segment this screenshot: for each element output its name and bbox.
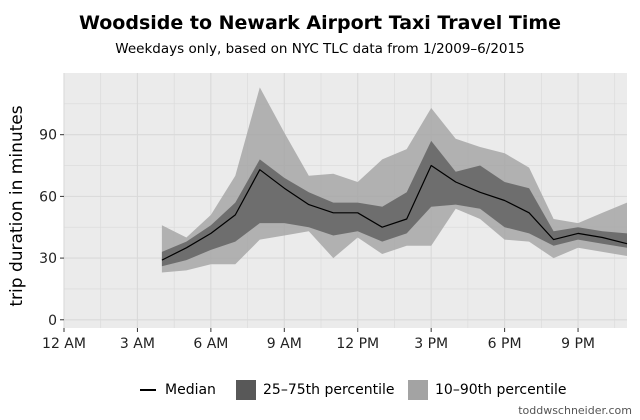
- x-tick-label: 3 PM: [414, 336, 448, 352]
- legend-item-p1090: 10–90th percentile: [408, 380, 566, 400]
- legend-key-iqr: [236, 380, 256, 400]
- chart-subtitle: Weekdays only, based on NYC TLC data fro…: [115, 41, 525, 57]
- legend-key-p1090: [408, 380, 428, 400]
- credit-text: toddwschneider.com: [518, 404, 632, 417]
- x-tick-label: 3 AM: [120, 336, 155, 352]
- legend-item-iqr: 25–75th percentile: [236, 380, 394, 400]
- y-tick-label: 90: [39, 128, 57, 144]
- legend-key-median: [138, 380, 158, 400]
- x-tick-label: 12 AM: [42, 336, 86, 352]
- chart-title: Woodside to Newark Airport Taxi Travel T…: [78, 12, 562, 34]
- y-tick-label: 0: [48, 313, 57, 329]
- legend: Median 25–75th percentile 10–90th percen…: [0, 380, 640, 402]
- x-tick-label: 6 PM: [488, 336, 522, 352]
- legend-label-iqr: 25–75th percentile: [263, 382, 395, 398]
- y-tick-label: 30: [39, 251, 57, 267]
- y-tick-label: 60: [39, 189, 57, 205]
- x-tick-label: 12 PM: [336, 336, 379, 352]
- legend-label-median: Median: [165, 382, 216, 398]
- x-tick-label: 6 AM: [193, 336, 228, 352]
- x-tick-label: 9 PM: [561, 336, 595, 352]
- legend-item-median: Median: [138, 380, 216, 400]
- median-line: [161, 164, 628, 261]
- x-tick-label: 9 AM: [267, 336, 302, 352]
- band-p25-p75: [161, 140, 627, 267]
- legend-label-p1090: 10–90th percentile: [435, 382, 567, 398]
